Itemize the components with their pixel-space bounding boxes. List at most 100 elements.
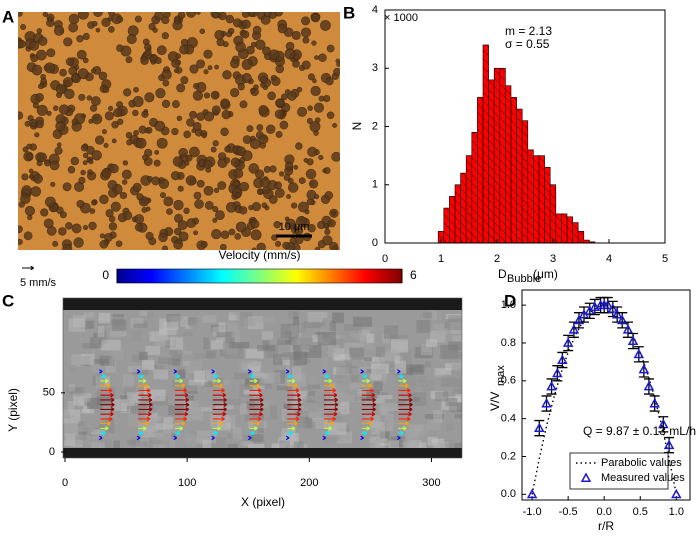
bubble [241, 72, 252, 84]
velocity-arrow [287, 383, 298, 388]
bubble [313, 194, 320, 200]
texture [245, 401, 260, 410]
velocity-arrow [287, 378, 296, 384]
bubble [108, 26, 115, 33]
bubble [36, 28, 43, 34]
bubble [145, 231, 154, 240]
texture [201, 407, 212, 412]
velocity-arrow [398, 388, 411, 393]
texture [357, 392, 365, 398]
bubble [212, 217, 218, 223]
texture [420, 343, 433, 356]
texture [78, 394, 85, 407]
texture [317, 331, 336, 346]
bubble [262, 186, 270, 194]
velocity-arrow [398, 426, 407, 431]
texture [168, 405, 184, 416]
velocity-arrow [287, 416, 300, 422]
texture [215, 404, 234, 410]
velocity-arrow [174, 397, 189, 403]
velocity-arrow [138, 421, 149, 426]
bubble [203, 69, 209, 75]
texture [456, 362, 462, 369]
texture [331, 339, 344, 349]
velocity-arrow [100, 402, 115, 407]
bubble [163, 12, 171, 18]
bubble [27, 214, 33, 221]
data-point [541, 397, 552, 408]
bubble [271, 76, 281, 86]
texture [292, 372, 306, 382]
velocity-arrow [98, 435, 103, 441]
texture [346, 395, 361, 403]
bubble [287, 91, 297, 101]
texture [177, 369, 186, 379]
y-multiplier: × 1000 [384, 12, 418, 24]
bubble [36, 104, 48, 116]
bubble [233, 18, 243, 28]
velocity-arrow [361, 383, 373, 388]
bubble [234, 191, 242, 199]
texture [130, 437, 147, 447]
texture [184, 433, 196, 446]
bubble [189, 64, 199, 74]
bubble [54, 146, 63, 155]
bubble [99, 233, 105, 239]
velocity-arrow [287, 397, 302, 403]
texture [340, 406, 348, 419]
bubble [189, 110, 197, 119]
bubble [282, 241, 290, 250]
bubble [24, 120, 31, 127]
velocity-arrow [396, 369, 401, 374]
bar-hatch [583, 240, 590, 243]
texture [68, 318, 85, 332]
bubble [220, 127, 229, 137]
bubble [158, 232, 168, 243]
bubble [70, 156, 80, 166]
bubble [233, 168, 244, 179]
bubble [212, 140, 219, 147]
legend-label: Parabolic values [601, 457, 682, 469]
texture [345, 362, 352, 374]
velocity-arrow [211, 435, 215, 441]
texture [97, 442, 105, 449]
bubble [291, 30, 301, 40]
texture [196, 444, 206, 450]
bar-hatch [516, 109, 523, 244]
bar-hatch [466, 155, 472, 243]
bubble [173, 199, 184, 211]
y-axis-title: Y (pixel) [6, 388, 20, 432]
bubble [133, 130, 139, 136]
texture [241, 360, 258, 371]
bubble [200, 240, 208, 248]
texture [375, 398, 385, 404]
bubble [177, 12, 186, 19]
texture [170, 337, 184, 351]
texture [223, 343, 238, 355]
texture [444, 320, 462, 331]
reference-label: 5 mm/s [20, 277, 57, 289]
texture [233, 372, 253, 380]
bubble [53, 25, 65, 36]
texture [194, 370, 206, 383]
colorbar-tick-label: 0 [102, 268, 109, 282]
bubble [178, 147, 188, 158]
bubble [35, 93, 44, 102]
texture [250, 434, 264, 443]
bubble [46, 110, 52, 116]
texture [229, 342, 250, 349]
x-axis-title: D [498, 267, 507, 281]
bubble [178, 231, 189, 242]
velocity-arrow [323, 421, 335, 426]
bubble [82, 32, 90, 40]
bubble [256, 124, 264, 131]
bubble [134, 214, 145, 224]
bubble [56, 142, 62, 148]
texture [345, 368, 361, 375]
bar-hatch [460, 173, 467, 243]
bubble [195, 12, 201, 15]
bubble [199, 28, 206, 35]
texture [172, 380, 188, 391]
velocity-arrow [249, 388, 262, 393]
x-tick-label: 4 [606, 253, 612, 265]
